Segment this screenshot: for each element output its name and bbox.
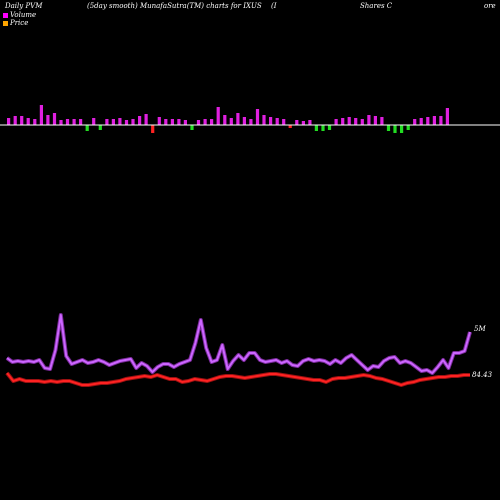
volume-bar xyxy=(419,118,423,125)
volume-bar xyxy=(92,118,96,125)
volume-bar xyxy=(170,119,174,125)
volume-bar xyxy=(249,119,253,125)
volume-bar xyxy=(79,119,83,125)
chart-title-bracket: (I xyxy=(271,2,277,10)
legend-label-volume: Volume xyxy=(10,11,37,19)
volume-bar xyxy=(59,120,63,125)
volume-line xyxy=(6,314,471,374)
volume-bar xyxy=(426,117,430,125)
volume-bar xyxy=(373,116,377,125)
volume-bar xyxy=(111,119,115,125)
volume-bar xyxy=(210,119,214,125)
volume-bar xyxy=(314,125,318,131)
volume-bar xyxy=(295,120,299,125)
volume-bar xyxy=(334,119,338,125)
volume-bar xyxy=(164,119,168,125)
volume-end-label: 5M xyxy=(474,325,486,333)
legend-swatch-volume xyxy=(3,12,8,18)
volume-bar xyxy=(177,119,181,125)
volume-bar xyxy=(20,116,24,125)
volume-bar xyxy=(124,120,129,125)
volume-bar xyxy=(308,120,312,125)
volume-bar xyxy=(432,116,436,125)
volume-line-shadow xyxy=(5,313,472,375)
volume-bar xyxy=(33,119,37,125)
volume-bar xyxy=(183,120,187,125)
legend-swatch-price xyxy=(3,20,8,26)
volume-bar xyxy=(105,119,109,125)
volume-bar xyxy=(236,113,240,125)
series-lines xyxy=(5,313,472,387)
volume-bar xyxy=(282,119,286,125)
volume-bar xyxy=(138,116,142,125)
volume-bar xyxy=(269,117,273,125)
volume-bar xyxy=(242,117,246,125)
legend-label-price: Price xyxy=(10,19,29,27)
volume-bar xyxy=(190,125,194,130)
volume-bar xyxy=(144,114,148,125)
volume-bar xyxy=(7,118,11,125)
volume-bar xyxy=(216,107,220,125)
volume-bar xyxy=(321,125,325,131)
volume-bar xyxy=(386,125,391,131)
volume-bar xyxy=(223,115,227,125)
volume-bar xyxy=(13,116,17,125)
volume-bar xyxy=(360,119,364,125)
volume-bar xyxy=(255,109,260,125)
volume-bar xyxy=(26,118,30,125)
volume-bar xyxy=(203,119,207,125)
volume-bar xyxy=(39,105,43,125)
volume-bar xyxy=(72,119,76,125)
price-line xyxy=(6,372,470,386)
chart-label-daily-pvm: Daily PVM xyxy=(5,2,43,10)
volume-bar xyxy=(46,115,50,125)
volume-bar xyxy=(354,118,358,125)
volume-bar xyxy=(151,125,155,133)
volume-bar xyxy=(98,125,102,130)
volume-bar xyxy=(157,117,161,125)
volume-bar xyxy=(367,115,371,125)
volume-bar xyxy=(439,116,443,125)
volume-bar xyxy=(393,125,397,133)
volume-bar xyxy=(445,108,449,125)
volume-bar xyxy=(229,118,233,125)
volume-bar xyxy=(262,115,266,125)
chart-title-suffix: ore xyxy=(484,2,496,10)
volume-bars xyxy=(7,105,449,133)
volume-bar xyxy=(196,120,201,125)
volume-bar xyxy=(380,117,384,125)
volume-bar xyxy=(52,113,57,125)
legend-item-volume: Volume xyxy=(3,11,36,19)
volume-bar xyxy=(65,119,70,125)
volume-bar xyxy=(301,121,305,125)
volume-bar xyxy=(341,118,345,125)
volume-bar xyxy=(288,125,292,128)
volume-bar xyxy=(85,125,89,131)
price-end-label: 84.43 xyxy=(472,371,493,379)
volume-bar xyxy=(400,125,404,133)
volume-bar xyxy=(347,117,351,125)
chart-title: (5day smooth) MunafaSutra(TM) charts for… xyxy=(87,2,262,10)
volume-bar xyxy=(327,125,332,130)
volume-bar xyxy=(413,119,417,125)
legend-item-price: Price xyxy=(3,19,28,27)
volume-bar xyxy=(275,118,279,125)
volume-bar xyxy=(131,119,135,125)
volume-bar xyxy=(406,125,410,130)
chart-title-name: Shares C xyxy=(360,2,393,10)
volume-bar xyxy=(118,118,122,125)
